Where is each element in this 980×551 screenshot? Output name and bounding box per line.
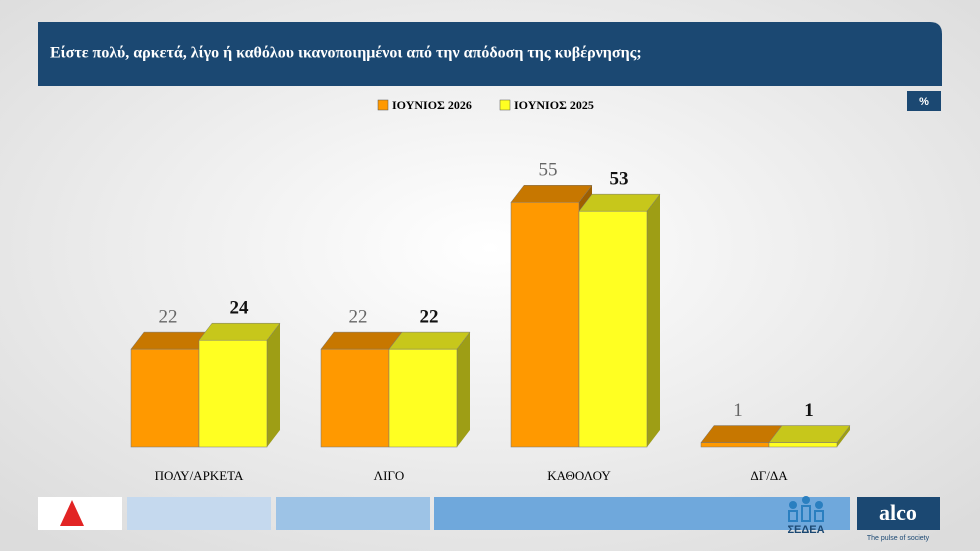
unit-badge [907, 91, 941, 111]
footer-box [127, 497, 271, 530]
legend-swatch [377, 99, 389, 111]
data-label: 24 [230, 298, 250, 319]
legend-label: ΙΟΥΝΙΟΣ 2025 [514, 98, 594, 112]
bar [130, 348, 200, 448]
bar-top [510, 185, 593, 203]
data-label: 53 [610, 169, 629, 190]
sedea-logo [788, 496, 824, 522]
bar [768, 442, 838, 448]
bar [388, 348, 458, 448]
x-tick-label: ΛΙΓΟ [374, 468, 405, 483]
bar-side [647, 194, 660, 447]
bar-top [578, 193, 661, 212]
alco-box [857, 497, 940, 530]
data-label: 55 [539, 160, 558, 181]
x-tick-label: ΔΓ/ΔΑ [750, 468, 788, 483]
data-label: 22 [349, 306, 368, 327]
bar-top [768, 425, 851, 443]
legend-swatch [499, 99, 511, 111]
bar-top [388, 331, 471, 350]
footer-box [434, 497, 850, 530]
bar-top [320, 331, 403, 350]
data-label: 22 [420, 306, 439, 327]
x-tick-label: ΚΑΘΟΛΟΥ [547, 468, 611, 483]
data-label: 22 [159, 306, 178, 327]
plot: ΠΟΛΥ/ΑΡΚΕΤΑ 22 24 ΛΙΓΟ 22 22 ΚΑΘΟΛΟΥ 55 53 ΔΓ/ΔΑ 1… [130, 160, 851, 483]
bar-top [198, 322, 281, 341]
sedea-text: ΣΕΔΕΑ [787, 524, 824, 536]
bar [198, 339, 268, 448]
bar [700, 442, 770, 448]
alco-logo: alco [879, 500, 917, 525]
bar [510, 202, 580, 448]
bar [320, 348, 390, 448]
alco-tagline: The pulse of society [867, 535, 930, 542]
title-bar [38, 22, 942, 86]
bar-side [457, 332, 470, 447]
bar-side [267, 323, 280, 447]
footer-box [276, 497, 430, 530]
bar [578, 210, 648, 448]
chart-title: Είστε πολύ, αρκετά, λίγο ή καθόλου ικανο… [50, 45, 642, 62]
unit-label: % [919, 96, 929, 108]
bar-side [837, 425, 850, 447]
legend: ΙΟΥΝΙΟΣ 2026 ΙΟΥΝΙΟΣ 2025 [377, 98, 594, 112]
data-label: 1 [733, 400, 743, 421]
bar-top [700, 425, 783, 443]
legend-label: ΙΟΥΝΙΟΣ 2026 [392, 98, 472, 112]
data-label: 1 [804, 400, 814, 421]
x-tick-label: ΠΟΛΥ/ΑΡΚΕΤΑ [155, 468, 244, 483]
channel-logo [60, 500, 84, 526]
